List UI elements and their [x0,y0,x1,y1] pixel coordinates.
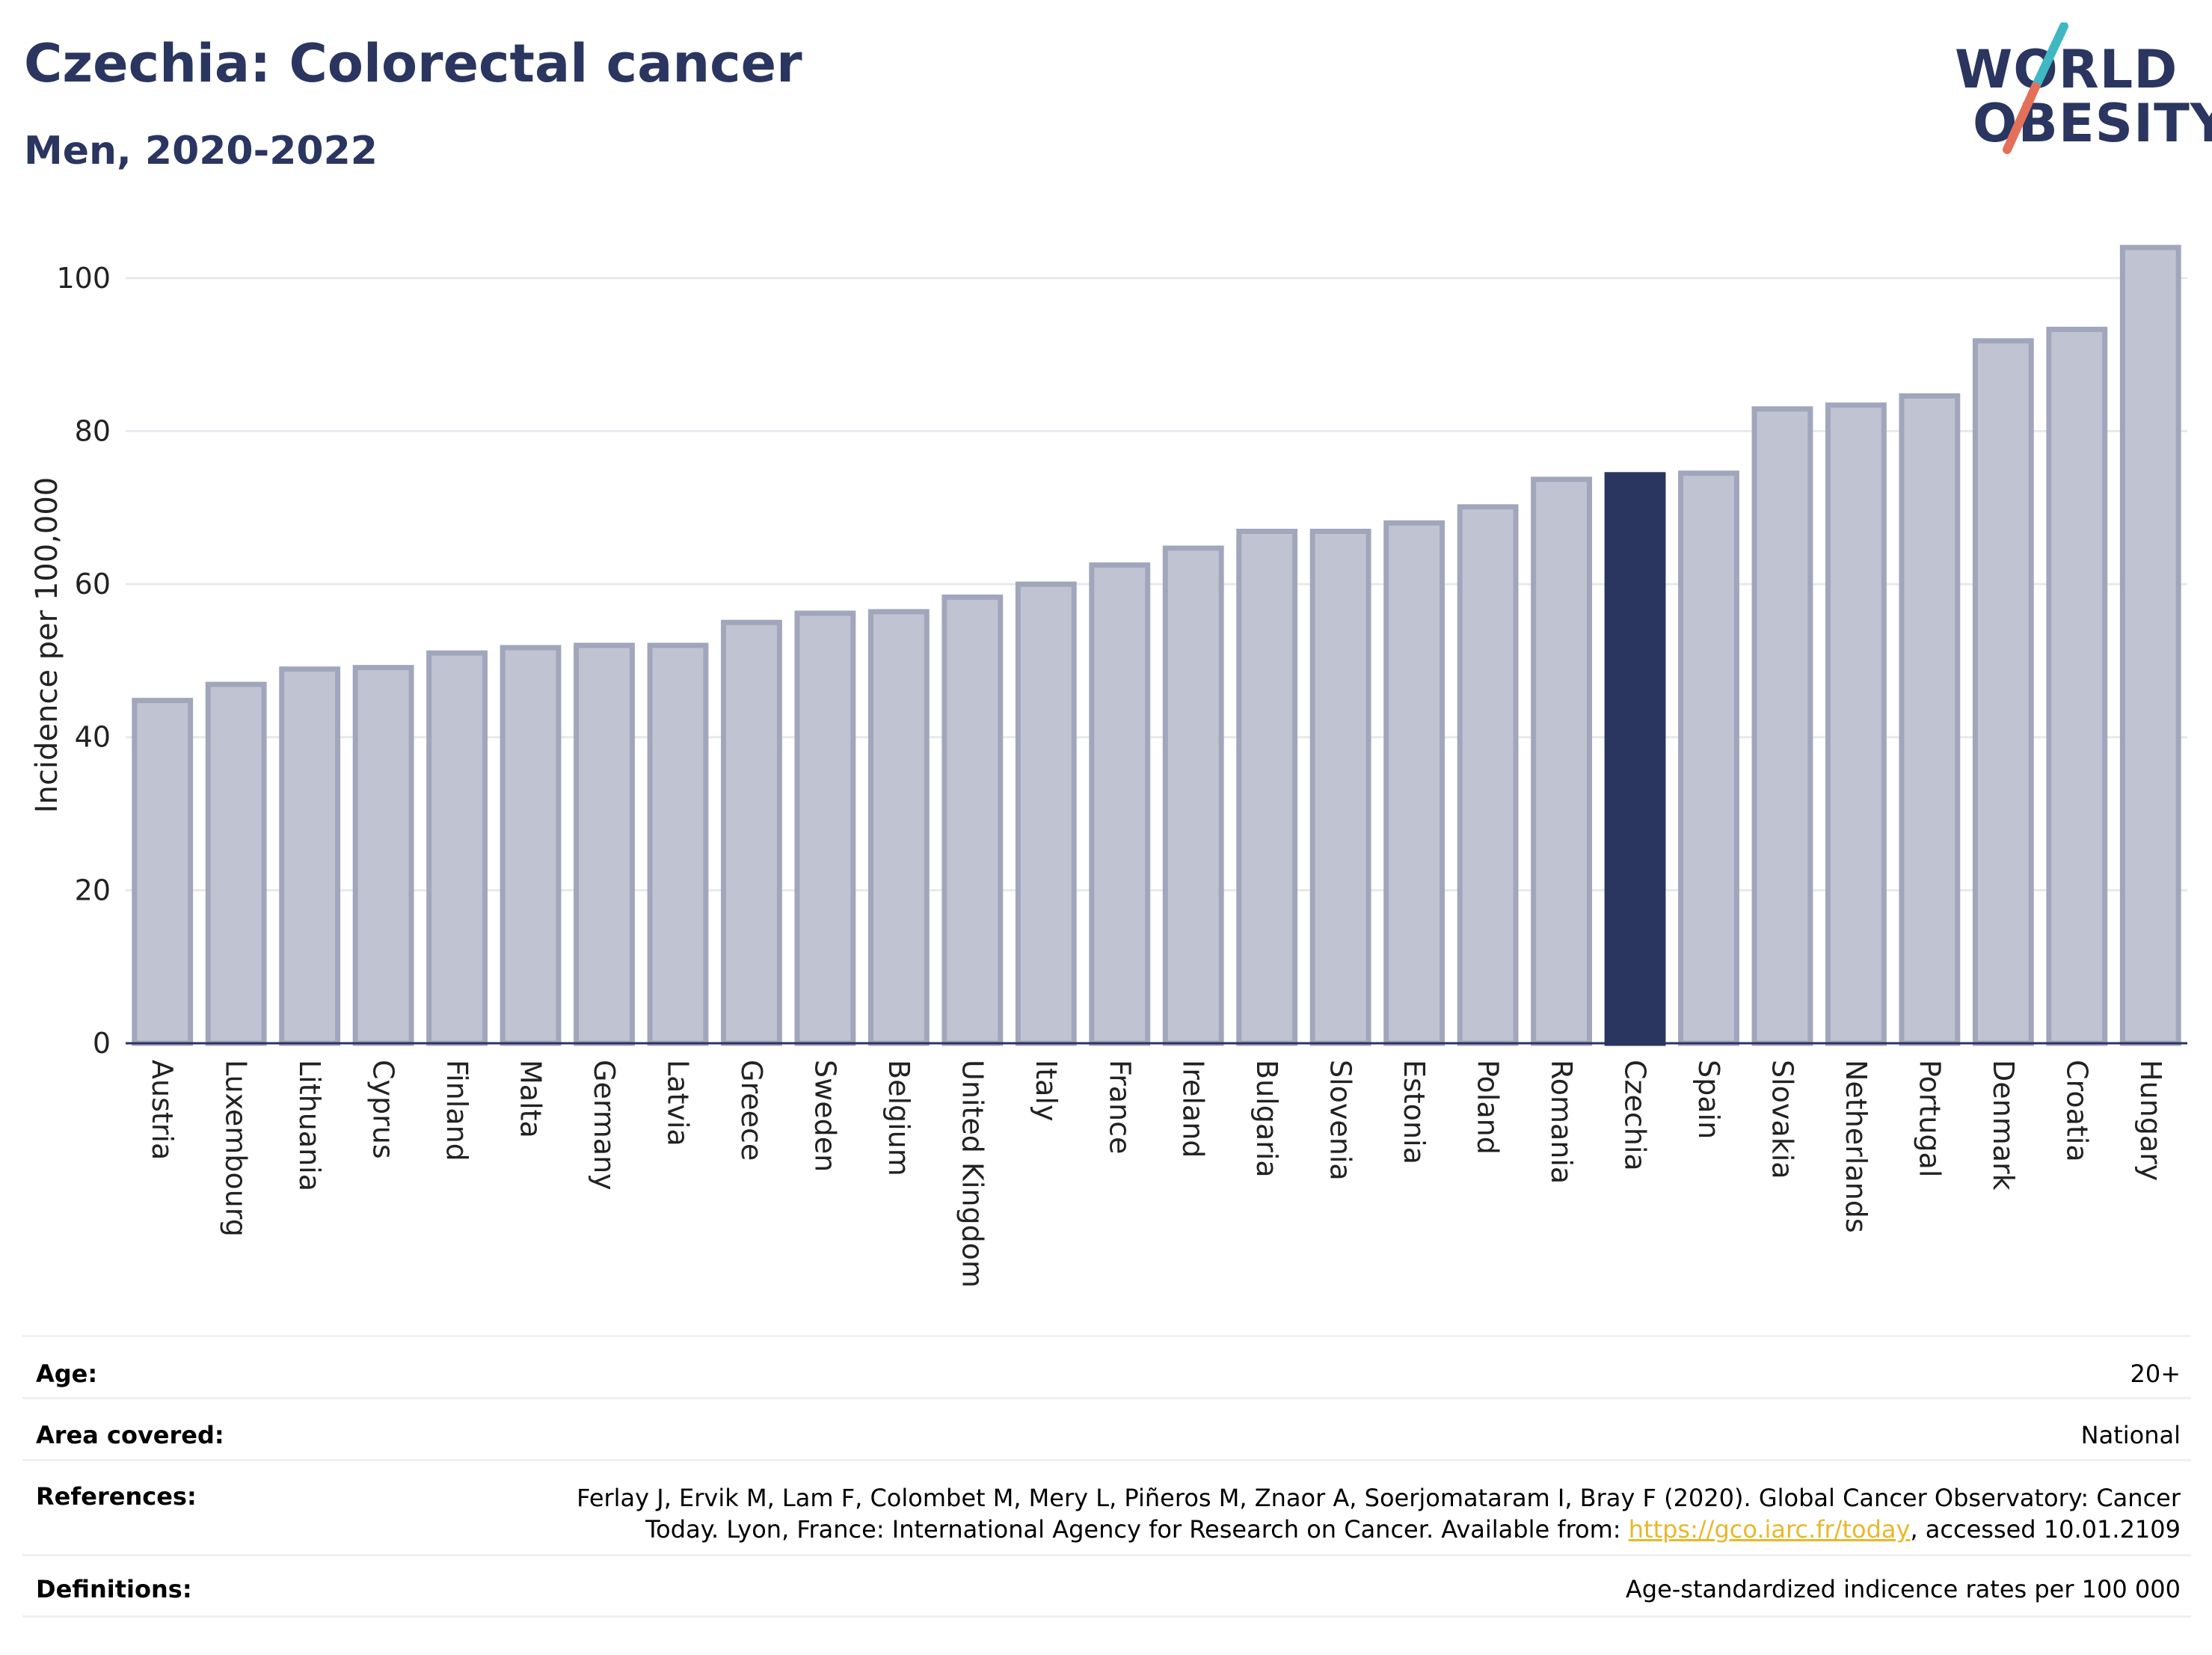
bar-cyprus [352,665,414,1046]
x-tick-label: Finland [440,1060,473,1161]
y-tick-label: 0 [93,1027,111,1060]
bar-estonia [1383,520,1446,1046]
x-tick-label: Slovenia [1324,1060,1357,1181]
x-tick-label: Austria [146,1060,179,1160]
x-tick-label: Latvia [661,1060,694,1146]
bar-france [1089,562,1151,1046]
bar-italy [1015,581,1077,1046]
y-tick-label: 80 [75,414,111,447]
bar-austria [132,698,194,1046]
bar-belgium [867,609,930,1046]
definitions-label: Definitions: [36,1575,192,1603]
logo-slash-icon [2003,22,2068,154]
bar-czechia [1604,472,1666,1046]
bar-malta [500,645,562,1046]
x-tick-label: Germany [588,1060,621,1191]
bar-bulgaria [1236,529,1298,1046]
age-value: 20+ [2130,1360,2181,1388]
meta-divider [22,1397,2191,1399]
x-tick-label: Bulgaria [1250,1060,1283,1178]
references-label: References: [36,1482,197,1511]
x-tick-label: Luxembourg [220,1060,253,1237]
references-value: Ferlay J, Ervik M, Lam F, Colombet M, Me… [577,1482,2181,1545]
x-tick-label: Denmark [1987,1060,2020,1191]
logo-line-1: WORLD [1955,39,2178,100]
y-tick-label: 100 [56,262,111,295]
x-tick-label: France [1103,1060,1136,1154]
x-tick-label: Belgium [882,1060,915,1176]
x-tick-label: Spain [1692,1060,1725,1139]
age-label: Age: [36,1360,98,1388]
bar-germany [574,642,635,1046]
bar-spain [1678,470,1739,1046]
area-value: National [2080,1421,2181,1449]
bar-finland [426,650,488,1046]
x-tick-label: United Kingdom [956,1060,989,1288]
bar-romania [1531,476,1592,1046]
bar-sweden [794,610,856,1046]
x-tick-label: Italy [1030,1060,1063,1121]
bar-luxembourg [205,681,267,1046]
references-line-2: Today. Lyon, France: International Agenc… [577,1514,2181,1545]
x-tick-label: Cyprus [367,1060,400,1159]
bar-lithuania [279,666,341,1046]
bar-chart: 0 20 40 60 80 100 Incidence per 100,000 Austria… [30,245,2187,1288]
references-accessed: , accessed 10.01.2109 [1910,1515,2181,1544]
y-tick-label: 20 [75,873,111,906]
x-tick-label: Ireland [1177,1060,1210,1158]
x-tick-label: Greece [735,1060,768,1161]
area-label: Area covered: [36,1421,224,1449]
x-tick-label: Croatia [2060,1060,2093,1162]
y-tick-label: 40 [75,721,111,754]
x-tick-label: Netherlands [1840,1060,1872,1233]
bar-slovenia [1309,529,1371,1046]
bar-latvia [647,642,709,1046]
x-tick-label: Estonia [1398,1060,1431,1164]
references-text: Today. Lyon, France: International Agenc… [645,1515,1629,1544]
bar-united-kingdom [941,595,1004,1046]
bar-portugal [1899,393,1961,1046]
bar-poland [1457,504,1519,1046]
x-tick-label: Sweden [808,1060,841,1172]
world-obesity-logo: WORLD OBESITY [1944,22,2212,157]
x-tick-label: Romania [1545,1060,1578,1184]
references-link[interactable]: https://gco.iarc.fr/today [1628,1515,1911,1544]
bar-croatia [2046,326,2108,1046]
references-line-1: Ferlay J, Ervik M, Lam F, Colombet M, Me… [577,1484,2181,1512]
x-tick-label: Malta [514,1060,547,1138]
x-tick-label: Portugal [1913,1060,1946,1177]
bar-greece [721,619,782,1046]
x-tick-label: Lithuania [293,1060,326,1191]
meta-divider [22,1554,2191,1556]
x-tick-label: Hungary [2134,1060,2167,1181]
bar-ireland [1162,545,1224,1046]
meta-divider [22,1459,2191,1461]
bar-netherlands [1825,402,1887,1046]
definitions-value: Age-standardized indicence rates per 100… [1625,1575,2181,1603]
x-tick-label: Poland [1472,1060,1505,1155]
bar-slovakia [1751,406,1813,1046]
meta-divider [22,1615,2191,1618]
bar-denmark [1972,338,2034,1046]
page-title: Czechia: Colorectal cancer [24,33,802,94]
x-tick-label: Slovakia [1766,1060,1798,1179]
y-tick-label: 60 [75,568,111,601]
y-axis-label: Incidence per 100,000 [30,477,64,814]
page-subtitle: Men, 2020-2022 [24,129,378,174]
x-tick-label: Czechia [1619,1060,1652,1171]
bar-hungary [2119,245,2181,1046]
metadata-table: Age: 20+ Area covered: National Referenc… [22,1335,2191,1621]
